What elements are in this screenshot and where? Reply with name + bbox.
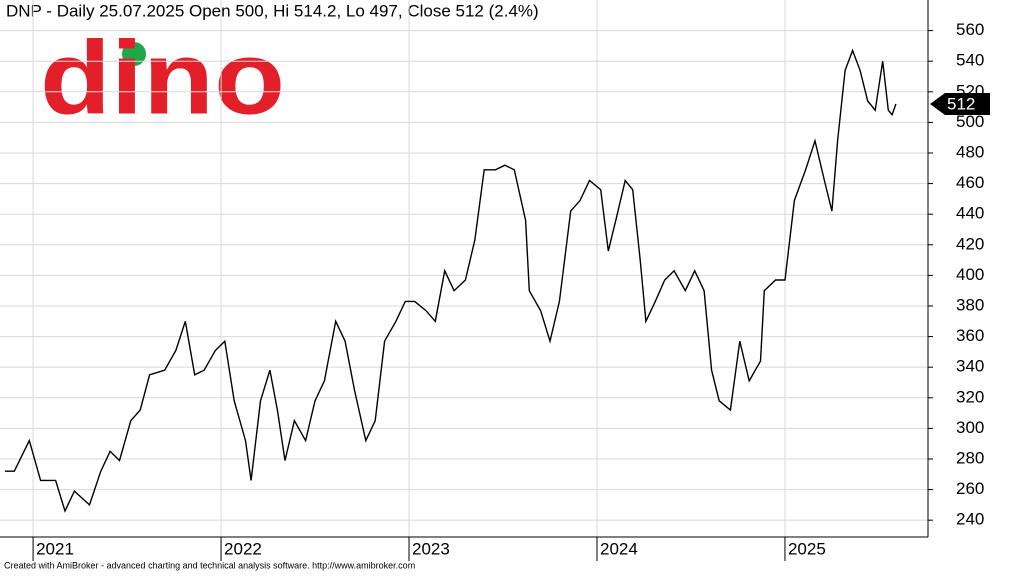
- x-tick-label: 2024: [600, 539, 638, 558]
- logo-dot: [122, 42, 146, 66]
- x-tick-label: 2025: [788, 539, 826, 558]
- price-line: [4, 48, 897, 513]
- y-tick-label: 540: [956, 51, 984, 70]
- y-tick-label: 460: [956, 173, 984, 192]
- y-tick-label: 360: [956, 326, 984, 345]
- y-tick-label: 340: [956, 357, 984, 376]
- y-tick-label: 240: [956, 510, 984, 529]
- y-tick-label: 380: [956, 295, 984, 314]
- y-tick-label: 400: [956, 265, 984, 284]
- y-tick-label: 260: [956, 479, 984, 498]
- chart-title: DNP - Daily 25.07.2025 Open 500, Hi 514.…: [6, 1, 539, 20]
- y-tick-label: 480: [956, 142, 984, 161]
- last-price-tag: [930, 93, 990, 116]
- x-tick-label: 2022: [224, 539, 262, 558]
- logo: dino: [40, 20, 285, 136]
- x-tick-label: 2021: [36, 539, 74, 558]
- y-tick-label: 500: [956, 112, 984, 131]
- y-tick-label: 560: [956, 20, 984, 39]
- x-tick-label: 2023: [412, 539, 450, 558]
- credit: Created with AmiBroker - advanced charti…: [4, 560, 415, 570]
- y-tick-label: 440: [956, 204, 984, 223]
- y-tick-label: 280: [956, 448, 984, 467]
- last-price-label: 512: [947, 95, 975, 114]
- y-tick-label: 420: [956, 234, 984, 253]
- y-tick-label: 300: [956, 418, 984, 437]
- y-tick-label: 320: [956, 387, 984, 406]
